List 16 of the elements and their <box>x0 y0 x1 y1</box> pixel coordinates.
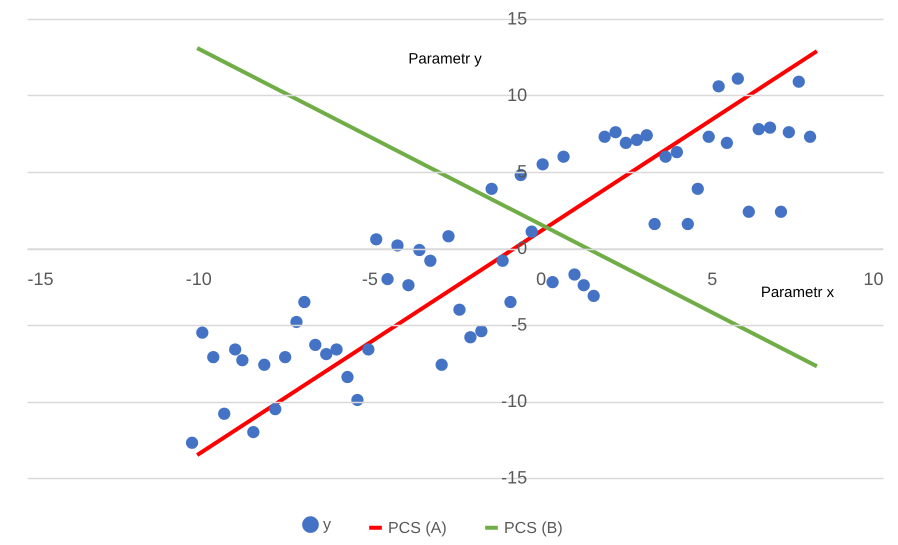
x-tick-label: -15 <box>28 269 54 289</box>
legend-label: PCS (A) <box>388 520 447 537</box>
y-tick-label: 10 <box>507 85 528 105</box>
legend-label: y <box>323 516 331 534</box>
x-tick-label: 10 <box>863 269 884 289</box>
x-tick-label: -10 <box>186 269 212 289</box>
y-tick-label: 15 <box>507 8 528 28</box>
x-axis-title: Parametr x <box>760 284 835 301</box>
y-axis-title: Parametr y <box>408 50 482 68</box>
x-tick-label: -5 <box>362 269 378 289</box>
y-tick-label: -5 <box>511 314 528 334</box>
x-tick-label: 0 <box>536 269 546 289</box>
legend-label: PCS (B) <box>504 520 563 537</box>
y-tick-label: -10 <box>501 391 528 411</box>
y-tick-label: -15 <box>501 468 528 488</box>
x-tick-label: 5 <box>707 269 718 289</box>
